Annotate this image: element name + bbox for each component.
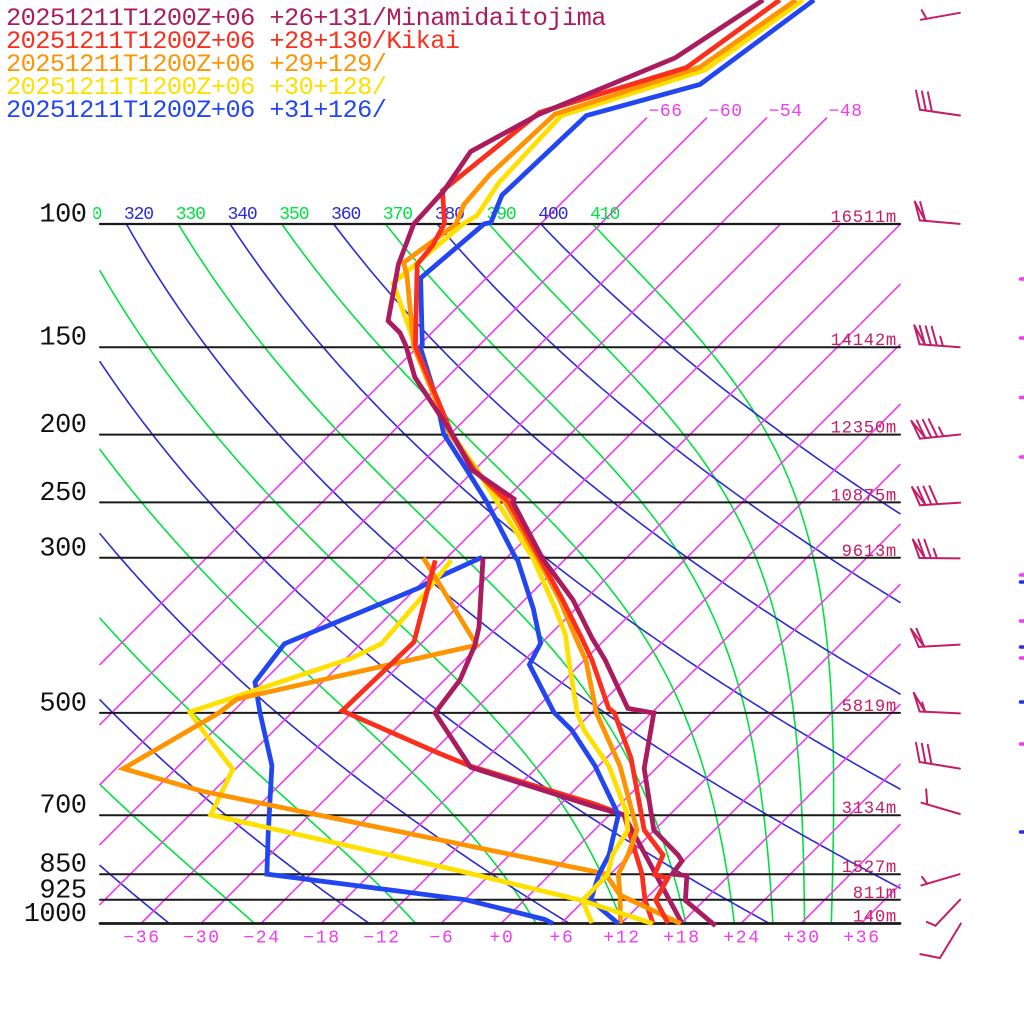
svg-text:310: 310 — [72, 205, 101, 225]
svg-text:+30: +30 — [783, 929, 821, 949]
svg-text:250: 250 — [39, 479, 86, 509]
svg-text:3134m: 3134m — [842, 800, 897, 819]
svg-text:340: 340 — [228, 205, 257, 225]
svg-text:−18: −18 — [303, 929, 341, 949]
svg-text:+0: +0 — [489, 929, 514, 949]
svg-text:1527m: 1527m — [842, 859, 897, 878]
svg-text:10875m: 10875m — [831, 487, 897, 506]
svg-text:+12: +12 — [603, 929, 641, 949]
svg-text:20251211T1200Z+06 +31+126/: 20251211T1200Z+06 +31+126/ — [6, 96, 386, 125]
svg-text:12350m: 12350m — [831, 420, 897, 439]
svg-text:9613m: 9613m — [842, 543, 897, 562]
svg-text:16511m: 16511m — [831, 209, 897, 228]
svg-text:500: 500 — [39, 689, 86, 719]
svg-text:14142m: 14142m — [831, 332, 897, 351]
svg-text:−6: −6 — [429, 929, 454, 949]
svg-text:320: 320 — [124, 205, 153, 225]
svg-text:+18: +18 — [663, 929, 701, 949]
svg-text:850: 850 — [39, 851, 86, 881]
svg-text:−30: −30 — [183, 929, 221, 949]
svg-text:20251211T1200Z+06 +30+128/: 20251211T1200Z+06 +30+128/ — [6, 73, 386, 102]
svg-text:300: 300 — [39, 534, 86, 564]
svg-text:360: 360 — [331, 205, 360, 225]
svg-text:330: 330 — [176, 205, 205, 225]
svg-text:925: 925 — [39, 876, 86, 906]
svg-text:−48: −48 — [829, 102, 863, 122]
svg-text:140m: 140m — [853, 909, 897, 928]
svg-text:20251211T1200Z+06 +28+130/Kika: 20251211T1200Z+06 +28+130/Kikai — [6, 27, 460, 56]
svg-text:200: 200 — [39, 411, 86, 441]
svg-text:+36: +36 — [843, 929, 881, 949]
svg-text:350: 350 — [279, 205, 308, 225]
svg-text:400: 400 — [538, 205, 567, 225]
svg-text:5819m: 5819m — [842, 698, 897, 717]
svg-text:410: 410 — [590, 205, 619, 225]
svg-text:100: 100 — [39, 201, 86, 231]
svg-text:+6: +6 — [549, 929, 574, 949]
svg-text:700: 700 — [39, 792, 86, 822]
svg-text:370: 370 — [383, 205, 412, 225]
svg-text:1000: 1000 — [24, 900, 87, 930]
svg-text:811m: 811m — [853, 885, 897, 904]
svg-text:20251211T1200Z+06 +29+129/: 20251211T1200Z+06 +29+129/ — [6, 50, 386, 79]
svg-text:−54: −54 — [769, 102, 803, 122]
svg-text:150: 150 — [39, 324, 86, 354]
svg-text:+24: +24 — [723, 929, 761, 949]
svg-text:−66: −66 — [649, 102, 683, 122]
svg-text:−60: −60 — [709, 102, 743, 122]
svg-text:−24: −24 — [243, 929, 281, 949]
svg-text:−36: −36 — [123, 929, 161, 949]
svg-text:−12: −12 — [363, 929, 401, 949]
svg-text:20251211T1200Z+06 +26+131/Mina: 20251211T1200Z+06 +26+131/Minamidaitojim… — [6, 4, 606, 33]
